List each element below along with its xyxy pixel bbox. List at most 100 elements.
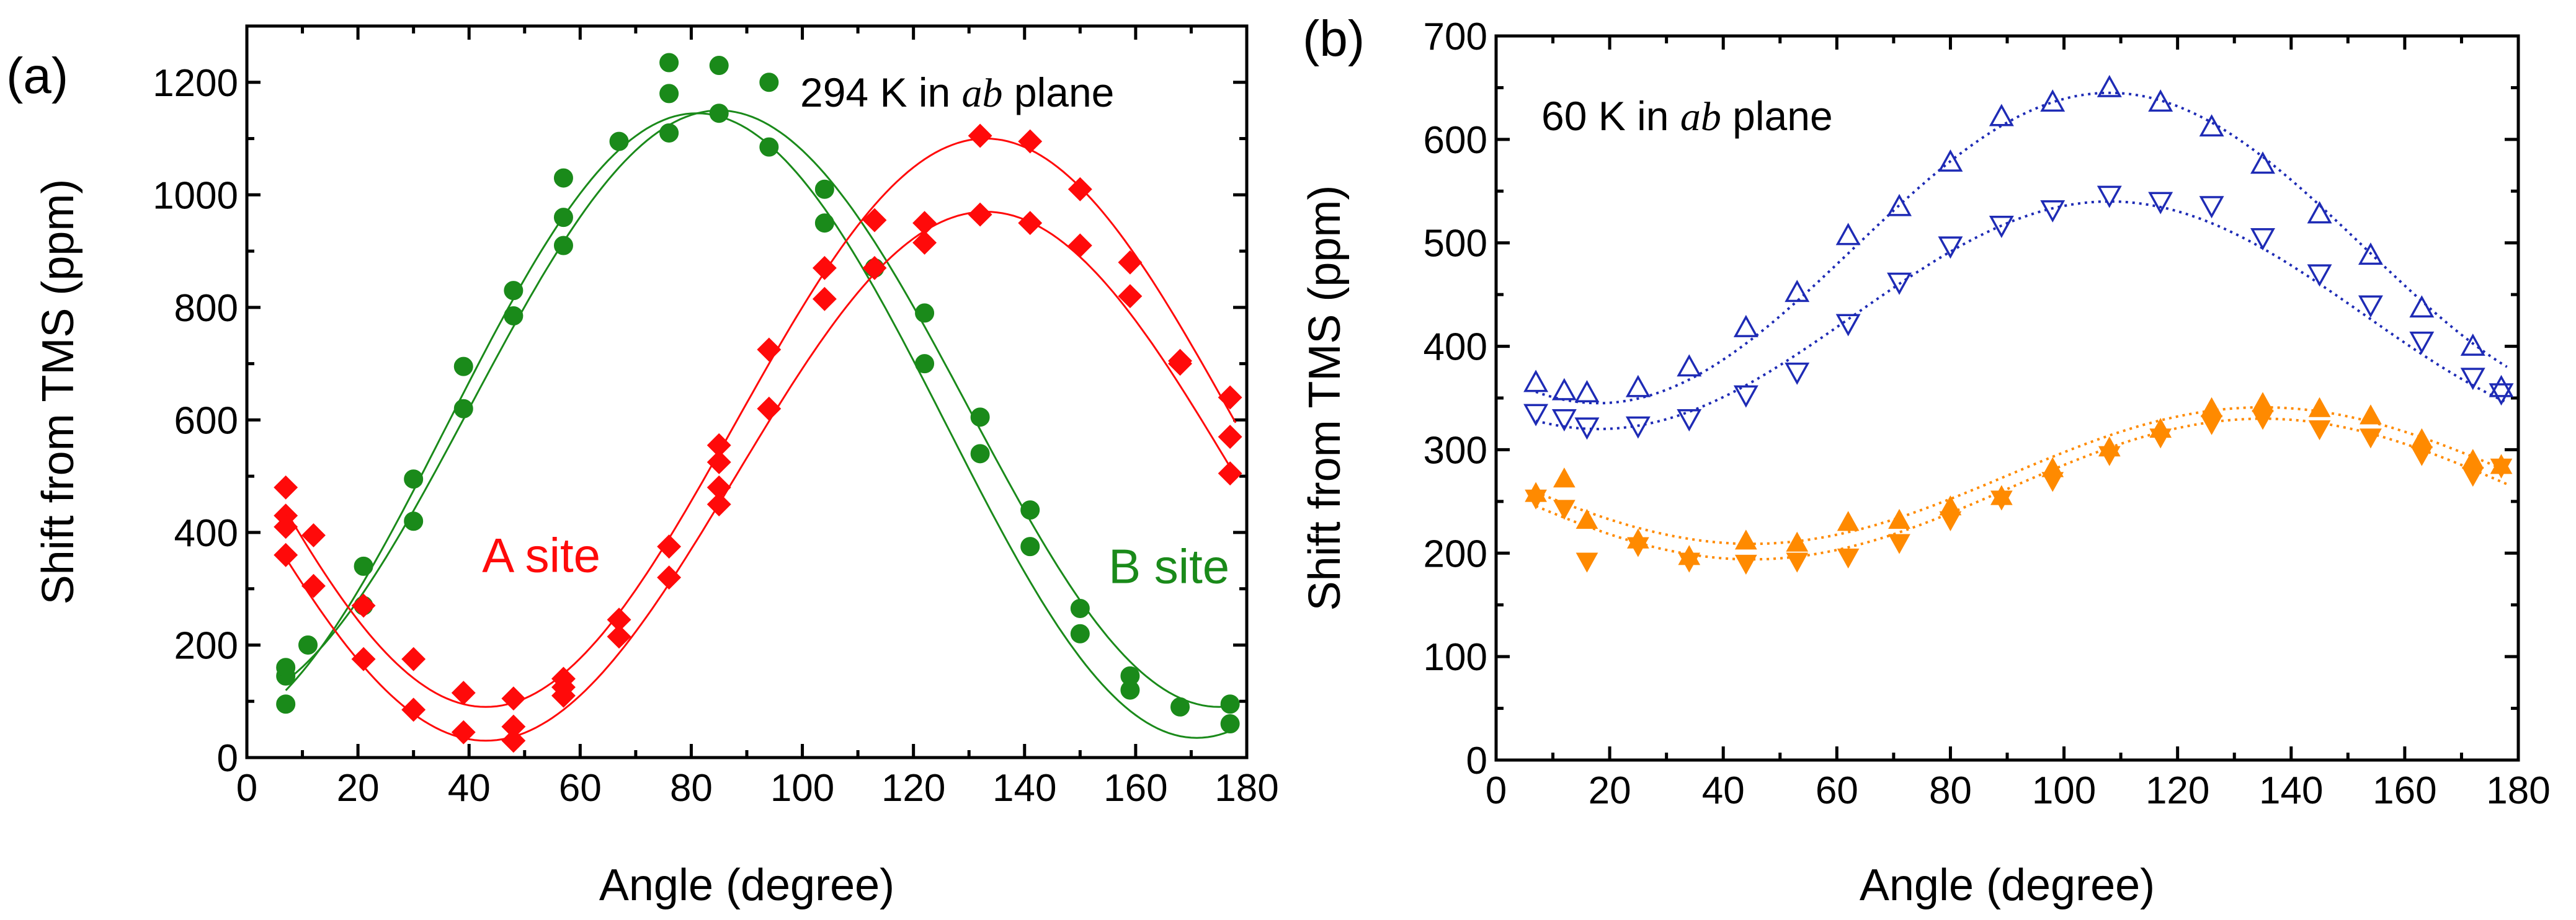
data-point xyxy=(1218,385,1242,410)
x-tick-label: 160 xyxy=(1103,767,1167,810)
panel-b: (b) 0 20 40 60 80 100 120 140 160 180 0 100 200 300 40… xyxy=(1300,11,2551,910)
data-point xyxy=(2250,228,2275,250)
data-point xyxy=(862,208,887,232)
fit-curve xyxy=(1535,417,2508,561)
data-point xyxy=(2308,420,2331,441)
data-point xyxy=(1888,534,1910,554)
data-point xyxy=(1070,598,1090,618)
data-point xyxy=(1786,552,1809,573)
panel-a-label: (a) xyxy=(6,48,68,104)
data-point xyxy=(1734,529,1757,550)
data-point xyxy=(501,728,526,753)
panel-b-label: (b) xyxy=(1303,11,1365,67)
x-tick-label: 80 xyxy=(1929,769,1972,812)
panel-b-plot-frame xyxy=(1494,34,2520,762)
x-tick-label: 180 xyxy=(1214,767,1278,810)
data-point xyxy=(657,534,682,559)
data-point xyxy=(2461,467,2484,487)
data-point xyxy=(2250,151,2275,174)
x-tick-label: 100 xyxy=(770,767,834,810)
data-point xyxy=(274,475,298,500)
data-point xyxy=(2460,333,2485,356)
data-point xyxy=(657,565,682,590)
data-point xyxy=(706,450,731,474)
data-point xyxy=(1989,104,2014,126)
data-point xyxy=(1170,697,1190,717)
data-point xyxy=(2489,383,2514,406)
data-point xyxy=(759,137,779,157)
y-tick-label: 400 xyxy=(1424,326,1487,369)
data-point xyxy=(2252,410,2274,430)
data-point xyxy=(2041,472,2064,492)
data-point xyxy=(1837,511,1860,531)
fit-curve xyxy=(1535,200,2508,431)
data-point xyxy=(970,407,990,427)
fit-curve xyxy=(285,112,1236,739)
data-point xyxy=(1553,467,1575,488)
data-point xyxy=(276,694,296,714)
data-point xyxy=(351,647,376,671)
data-point xyxy=(2199,196,2224,219)
panel-a-plot-frame xyxy=(245,24,1249,759)
data-point xyxy=(1118,284,1143,309)
data-point xyxy=(1835,223,1861,245)
data-point xyxy=(659,123,679,143)
data-point xyxy=(2360,428,2382,449)
data-point xyxy=(274,542,298,567)
data-point xyxy=(912,211,937,236)
x-tick-label: 40 xyxy=(1702,769,1745,812)
data-point xyxy=(912,231,937,255)
x-tick-label: 140 xyxy=(992,767,1056,810)
data-point xyxy=(1018,129,1043,154)
data-point xyxy=(553,236,573,255)
data-point xyxy=(2360,404,2382,425)
y-tick-label: 200 xyxy=(174,624,238,667)
x-tick-label: 120 xyxy=(881,767,945,810)
data-point xyxy=(968,123,992,148)
panel-b-fits xyxy=(1535,91,2508,561)
data-point xyxy=(1785,280,1810,303)
data-point xyxy=(609,131,629,151)
data-point xyxy=(504,281,524,301)
panel-a-x-axis-label: Angle (degree) xyxy=(599,860,894,910)
data-point xyxy=(1627,537,1649,557)
y-tick-label: 500 xyxy=(1424,223,1487,265)
data-point xyxy=(1020,537,1040,557)
data-point xyxy=(659,84,679,104)
x-tick-label: 160 xyxy=(2373,769,2436,812)
data-point xyxy=(2097,185,2122,208)
data-point xyxy=(404,469,424,489)
data-point xyxy=(968,202,992,227)
data-point xyxy=(1070,624,1090,644)
y-tick-label: 100 xyxy=(1424,636,1487,679)
data-point xyxy=(1677,409,1702,431)
data-point xyxy=(2148,89,2173,112)
data-point xyxy=(915,303,935,323)
data-point xyxy=(2199,114,2224,137)
data-point xyxy=(276,658,296,678)
data-point xyxy=(1551,409,1577,431)
data-point xyxy=(1120,680,1140,700)
data-point xyxy=(1525,489,1547,510)
data-point xyxy=(862,255,887,280)
data-point xyxy=(706,492,731,516)
data-point xyxy=(1887,272,1912,295)
data-point xyxy=(453,399,473,418)
x-tick-label: 60 xyxy=(559,767,602,810)
data-point xyxy=(301,573,326,598)
x-tick-label: 0 xyxy=(1486,769,1507,812)
data-point xyxy=(2409,295,2435,318)
data-point xyxy=(553,208,573,228)
data-point xyxy=(2461,449,2484,469)
data-point xyxy=(1220,714,1240,734)
data-point xyxy=(757,396,782,421)
data-point xyxy=(451,681,476,705)
data-point xyxy=(401,697,426,722)
fit-curve xyxy=(1535,91,2508,405)
x-tick-label: 120 xyxy=(2146,769,2209,812)
y-tick-label: 1200 xyxy=(153,62,238,105)
x-tick-label: 20 xyxy=(337,767,380,810)
y-tick-label: 0 xyxy=(1466,740,1487,782)
data-point xyxy=(1575,552,1598,573)
